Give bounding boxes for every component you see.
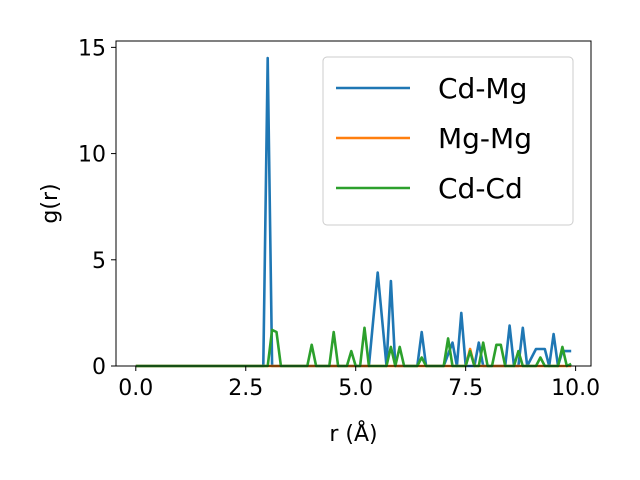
y-axis-label: g(r) (38, 183, 63, 223)
x-tick-label: 5.0 (338, 376, 373, 401)
x-tick-label: 10.0 (551, 376, 600, 401)
legend: Cd-Mg Mg-Mg Cd-Cd (322, 56, 574, 226)
plot-frame (115, 40, 592, 367)
y-tick-label: 10 (78, 143, 106, 168)
x-tick-label: 0.0 (118, 376, 153, 401)
x-tick-label: 7.5 (448, 376, 483, 401)
y-tick-label: 0 (92, 355, 106, 380)
y-axis: 0 5 10 15 (78, 36, 116, 380)
legend-label: Cd-Mg (438, 72, 527, 105)
x-axis: 0.0 2.5 5.0 7.5 10.0 (118, 366, 600, 401)
x-axis-label: r (Å) (329, 420, 377, 447)
legend-label: Mg-Mg (438, 122, 532, 155)
legend-label: Cd-Cd (438, 172, 523, 205)
y-tick-label: 15 (78, 36, 106, 61)
series-line-cd-mg (135, 56, 572, 368)
x-tick-label: 2.5 (228, 376, 263, 401)
y-tick-label: 5 (92, 249, 106, 274)
legend-box (322, 56, 574, 226)
